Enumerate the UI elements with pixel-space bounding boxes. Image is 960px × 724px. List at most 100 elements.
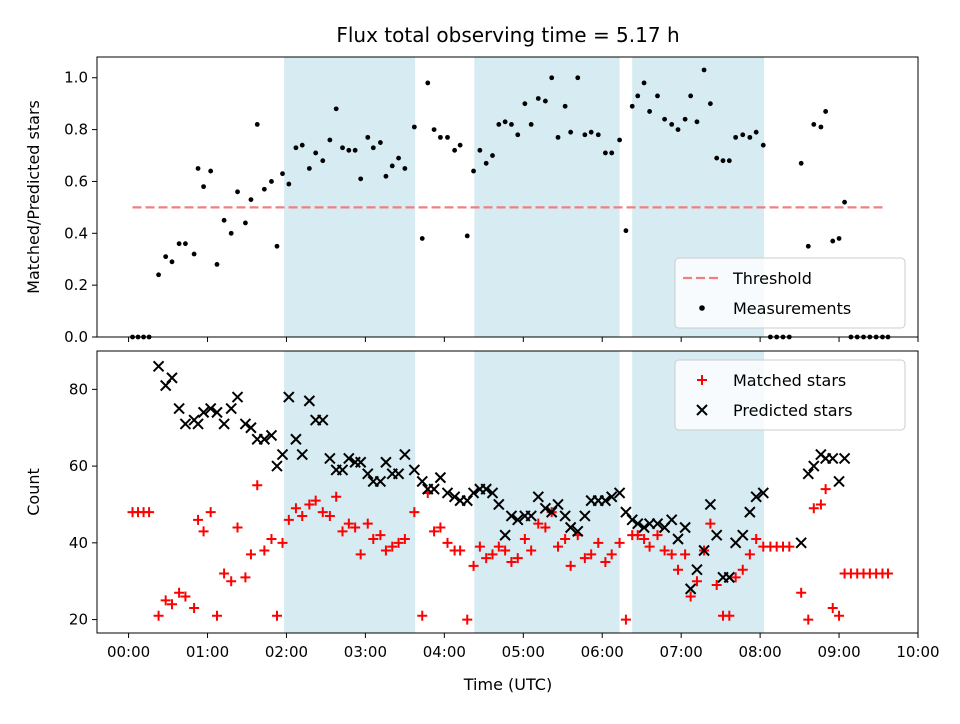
data-point bbox=[737, 529, 749, 541]
shaded-window-1 bbox=[474, 351, 620, 633]
data-point bbox=[324, 452, 336, 465]
top-panel-ratio: 0.0 0.2 0.4 0.6 0.8 1.0 Threshold Measurements bbox=[64, 56, 919, 346]
data-point bbox=[271, 610, 282, 621]
data-point bbox=[317, 507, 328, 518]
data-point bbox=[408, 464, 421, 476]
data-point bbox=[500, 545, 511, 556]
data-point bbox=[310, 495, 321, 506]
data-point bbox=[431, 127, 437, 132]
data-point bbox=[297, 510, 308, 521]
data-point bbox=[387, 541, 398, 552]
data-point bbox=[666, 549, 677, 560]
data-point bbox=[639, 534, 650, 544]
data-point bbox=[299, 142, 305, 148]
data-point bbox=[317, 414, 329, 426]
data-point bbox=[232, 522, 243, 533]
data-point bbox=[211, 406, 223, 419]
data-point bbox=[711, 580, 722, 591]
data-point bbox=[380, 456, 392, 468]
data-point bbox=[193, 514, 204, 525]
data-point bbox=[827, 603, 838, 614]
legend-box bbox=[674, 359, 906, 431]
data-point bbox=[805, 243, 811, 249]
data-point bbox=[519, 534, 530, 544]
data-point bbox=[644, 541, 655, 552]
data-point bbox=[784, 541, 795, 552]
data-point bbox=[641, 80, 647, 86]
data-point bbox=[744, 549, 755, 560]
data-point bbox=[688, 93, 694, 99]
data-point bbox=[842, 199, 847, 205]
data-point bbox=[477, 147, 483, 153]
data-point bbox=[553, 541, 564, 552]
data-point bbox=[269, 179, 274, 184]
data-point bbox=[368, 534, 379, 544]
data-point bbox=[411, 124, 417, 130]
data-point bbox=[258, 433, 271, 445]
data-point bbox=[481, 553, 492, 564]
data-point bbox=[189, 603, 200, 614]
data-point bbox=[343, 452, 355, 465]
data-point bbox=[506, 557, 517, 568]
data-point bbox=[505, 510, 518, 522]
data-point bbox=[632, 530, 643, 541]
data-point bbox=[346, 147, 352, 153]
data-point bbox=[174, 587, 185, 598]
data-point bbox=[623, 228, 629, 234]
legend: Matched stars Predicted stars bbox=[674, 359, 906, 431]
data-point bbox=[509, 122, 514, 127]
y-tick-label: 60 bbox=[69, 457, 88, 475]
data-point bbox=[572, 525, 584, 538]
data-point bbox=[296, 448, 308, 461]
data-point bbox=[277, 537, 288, 548]
data-point bbox=[490, 153, 495, 158]
data-point bbox=[173, 402, 185, 415]
data-point bbox=[744, 506, 756, 518]
data-point bbox=[542, 98, 548, 104]
data-point bbox=[691, 576, 702, 587]
data-point bbox=[434, 471, 447, 484]
x-tick-label: 05:00 bbox=[502, 643, 545, 661]
data-point bbox=[428, 483, 440, 495]
data-point bbox=[183, 241, 188, 247]
data-point bbox=[802, 468, 814, 480]
data-point bbox=[169, 259, 175, 265]
x-tick-label: 03:00 bbox=[344, 643, 387, 661]
data-point bbox=[838, 452, 851, 465]
data-point bbox=[425, 80, 431, 86]
x-tick-label: 02:00 bbox=[265, 643, 308, 661]
data-point bbox=[375, 530, 386, 541]
data-point bbox=[522, 101, 528, 107]
data-point bbox=[245, 422, 257, 434]
data-point bbox=[701, 67, 707, 73]
data-point bbox=[144, 507, 155, 518]
y-tick-label: 20 bbox=[69, 611, 88, 629]
data-point bbox=[588, 129, 594, 135]
data-point bbox=[808, 503, 819, 514]
data-point bbox=[714, 155, 720, 161]
data-point bbox=[747, 134, 753, 140]
data-point bbox=[191, 251, 197, 257]
legend-label: Predicted stars bbox=[733, 401, 853, 420]
axes-frame bbox=[96, 350, 919, 634]
data-point bbox=[205, 507, 216, 518]
data-point bbox=[176, 241, 182, 247]
data-point bbox=[340, 145, 345, 151]
data-point bbox=[647, 109, 652, 114]
data-point bbox=[462, 614, 473, 625]
x-tick-label: 10:00 bbox=[896, 643, 939, 661]
data-point bbox=[402, 166, 408, 171]
data-point bbox=[343, 518, 354, 529]
data-point bbox=[593, 537, 604, 548]
data-point bbox=[483, 160, 489, 166]
data-point bbox=[803, 614, 814, 625]
data-point bbox=[613, 487, 626, 499]
x-tick-label: 09:00 bbox=[817, 643, 860, 661]
data-point bbox=[698, 544, 710, 557]
data-point bbox=[464, 233, 470, 239]
data-point bbox=[399, 534, 410, 544]
data-point bbox=[437, 134, 443, 140]
data-point bbox=[617, 137, 622, 143]
legend-swatch bbox=[699, 305, 705, 311]
